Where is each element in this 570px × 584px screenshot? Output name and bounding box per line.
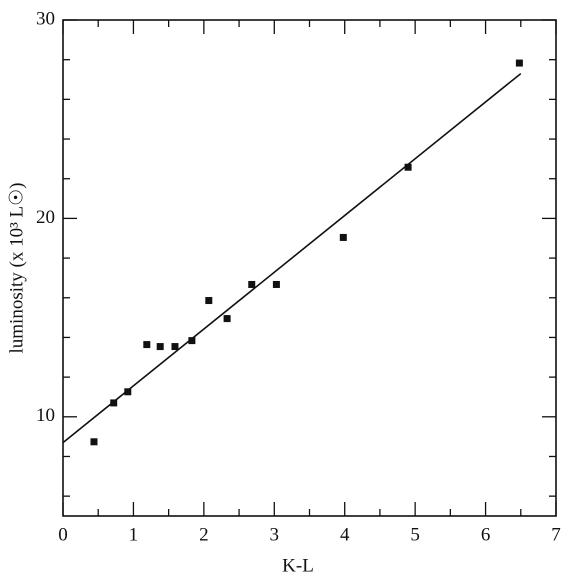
x-tick-label: 6 — [481, 524, 491, 545]
y-axis-label: luminosity (x 10³ L☉) — [6, 182, 27, 353]
data-point — [156, 343, 164, 351]
y-tick-label: 30 — [36, 8, 55, 29]
data-point — [515, 59, 523, 67]
x-tick-label: 4 — [340, 524, 350, 545]
data-point — [110, 399, 118, 407]
x-tick-label: 2 — [199, 524, 209, 545]
data-point — [205, 297, 213, 305]
data-point — [272, 280, 280, 288]
x-tick-label: 1 — [129, 524, 139, 545]
data-point — [404, 163, 412, 171]
x-tick-label: 0 — [58, 524, 68, 545]
plot-frame — [62, 19, 557, 517]
y-tick-label: 10 — [36, 405, 55, 426]
x-axis-label: K-L — [282, 555, 314, 576]
data-point — [124, 388, 132, 396]
fit-line — [62, 72, 522, 444]
y-tick-label: 20 — [36, 207, 55, 228]
x-tick-label: 7 — [551, 524, 561, 545]
data-point — [188, 337, 196, 345]
data-point — [171, 343, 179, 351]
x-tick-label: 5 — [410, 524, 420, 545]
data-point — [143, 341, 151, 349]
x-tick-label: 3 — [270, 524, 280, 545]
data-point — [223, 315, 231, 323]
data-point — [339, 233, 347, 241]
data-point — [90, 438, 98, 446]
data-point — [248, 280, 256, 288]
